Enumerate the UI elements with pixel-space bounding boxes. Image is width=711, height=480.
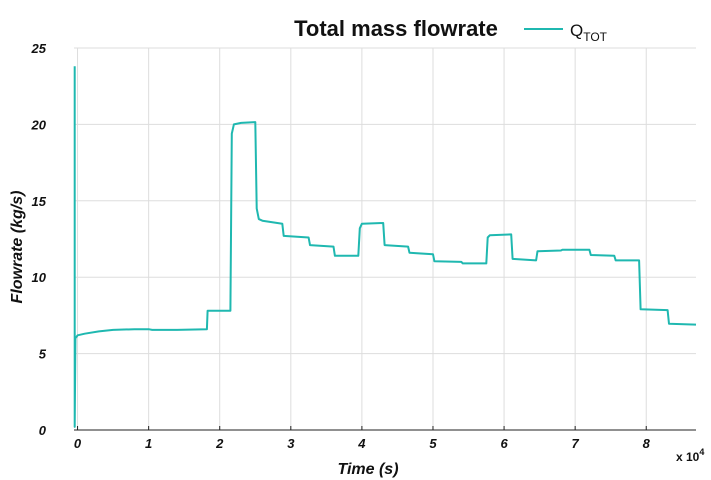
x-tick-label-0: 0 (74, 436, 82, 451)
y-tick-label-5: 25 (31, 41, 47, 56)
y-tick-label-4: 20 (31, 117, 47, 132)
chart-title: Total mass flowrate (294, 16, 498, 41)
tick-labels: 0 1 2 3 4 5 6 7 8 0 5 10 15 20 25 (31, 41, 651, 451)
x-tick-label-6: 6 (500, 436, 508, 451)
legend: QTOT (524, 21, 608, 44)
y-axis-label: Flowrate (kg/s) (9, 191, 26, 304)
x-tick-label-7: 7 (572, 436, 580, 451)
x-axis-label: Time (s) (337, 461, 398, 478)
legend-series-subscript: TOT (583, 30, 607, 44)
y-tick-label-2: 10 (32, 270, 47, 285)
y-tick-label-1: 5 (39, 347, 47, 362)
series-line-0 (75, 66, 696, 427)
x-multiplier-exponent: 4 (699, 447, 704, 457)
y-tick-label-0: 0 (39, 423, 47, 438)
legend-label: QTOT (570, 21, 608, 44)
y-tick-label-3: 15 (32, 194, 47, 209)
series-layer (75, 66, 696, 427)
x-tick-label-8: 8 (643, 436, 651, 451)
x-multiplier-base: x 10 (676, 450, 700, 464)
x-tick-label-2: 2 (215, 436, 224, 451)
legend-series-name: Q (570, 21, 583, 40)
x-tick-label-4: 4 (357, 436, 366, 451)
axes (74, 426, 696, 430)
x-axis-multiplier: x 104 (676, 447, 704, 464)
x-tick-label-5: 5 (429, 436, 437, 451)
x-tick-label-1: 1 (145, 436, 152, 451)
x-tick-label-3: 3 (287, 436, 295, 451)
